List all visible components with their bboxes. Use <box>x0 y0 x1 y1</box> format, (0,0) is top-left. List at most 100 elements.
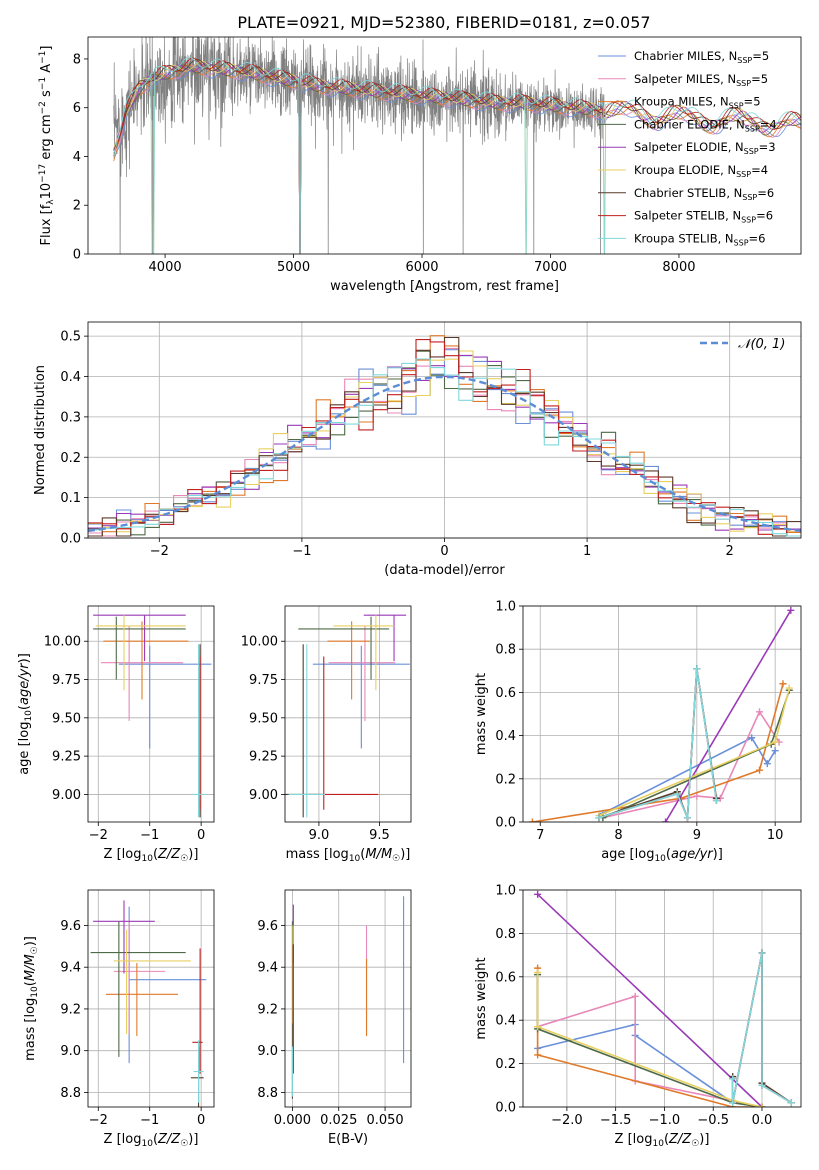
spectrum-y-tick-label: 8 <box>73 52 81 67</box>
mass-weight-line <box>536 968 762 1107</box>
weight_vs_age-y-axis-label: mass weight <box>474 673 489 755</box>
weight_vs_age-x-axis-label-part: age [log <box>601 847 654 862</box>
legend-nssp-label: , N <box>713 95 729 109</box>
mass_vs_Z-y-axis-label-part: ☉ <box>30 946 40 954</box>
residuals-y-tick-label: 0.0 <box>60 532 81 547</box>
legend-series-name: Salpeter MILES <box>634 72 720 86</box>
residuals-x-tick-label: −1 <box>292 544 311 559</box>
age_vs_Z-plot-area <box>93 614 212 818</box>
weight_vs_age-x-axis-label-part: 10 <box>654 854 666 864</box>
weight_vs_Z-y-tick-label: 0.2 <box>495 1057 516 1072</box>
age_vs_Z-x-axis-label-part: Z [log <box>104 847 142 862</box>
legend-nssp-sub: SSP <box>736 79 751 88</box>
legend-nssp-value: 5 <box>762 49 769 63</box>
legend-nssp-sub: SSP <box>736 170 751 179</box>
age_vs_mass-y-tick-label: 9.25 <box>249 750 278 765</box>
legend-nssp-label: , N <box>726 186 742 200</box>
legend-series-name: Kroupa MILES <box>634 95 713 109</box>
age_vs_mass-x-axis-label-part: ☉ <box>392 854 400 864</box>
legend-nssp-sub: SSP <box>737 56 752 65</box>
weight_vs_Z-x-axis-label-part: ( <box>664 1132 669 1147</box>
age_vs_Z-x-axis-label-part: )] <box>188 847 198 862</box>
legend-nssp-eq: = <box>757 186 767 200</box>
weight_vs_Z-y-tick-label: 1.0 <box>495 884 516 899</box>
legend-nssp-sub: SSP <box>742 193 757 202</box>
legend-nssp-value: 5 <box>753 95 760 109</box>
weight-vs-metallicity-panel: −2.0 −1.5 −1.0 −0.5 0.0 0.0 0.2 0.4 0.6 0.8 1.0 Z [… <box>474 884 802 1149</box>
weight_vs_Z-x-axis-label-part: 10 <box>652 1139 664 1149</box>
legend-nssp-label: , N <box>721 49 737 63</box>
mass-weight-marker <box>693 792 701 800</box>
weight_vs_Z-x-tick-label: −0.5 <box>697 1113 729 1128</box>
mass-weight-line <box>598 668 718 819</box>
residuals-y-tick-label: 0.2 <box>60 451 81 466</box>
legend-nssp-label: , N <box>718 231 734 245</box>
mass-weight-marker <box>771 747 779 755</box>
weight_vs_age-y-tick-label: 0.0 <box>495 816 516 831</box>
mass_vs_ebv-frame <box>284 889 412 1108</box>
legend-nssp-label: , N <box>720 72 736 86</box>
age_vs_mass-y-tick-label: 9.75 <box>249 673 278 688</box>
legend-series-name: Chabrier STELIB <box>634 186 726 200</box>
weight_vs_Z-x-tick-label: −1.0 <box>649 1113 681 1128</box>
mass-weight-line <box>602 736 776 815</box>
weight_vs_age-y-tick-label: 0.4 <box>495 729 516 744</box>
legend-nssp-eq: = <box>751 163 761 177</box>
mass-weight-line <box>598 668 718 819</box>
mass-weight-marker <box>662 818 670 822</box>
age_vs_mass-x-axis-label-part: ( <box>360 847 365 862</box>
mass_vs_Z-y-tick-label: 9.2 <box>60 1002 81 1017</box>
weight_vs_Z-y-tick-label: 0.8 <box>495 927 516 942</box>
residuals-x-tick-label: 0 <box>440 544 448 559</box>
age_vs_mass-x-tick-label: 9.0 <box>309 828 330 843</box>
observed-spectrum-line <box>113 37 605 254</box>
mass-vs-ebv-panel: 0.000 0.025 0.050 8.8 9.0 9.2 9.4 9.6 E(B-V) <box>257 889 412 1147</box>
weight_vs_Z-y-tick-label: 0.0 <box>495 1101 516 1116</box>
mass-weight-marker <box>534 968 542 976</box>
legend-nssp-value: 6 <box>767 186 774 200</box>
mass-weight-marker <box>534 890 542 898</box>
weight_vs_Z-y-tick-label: 0.4 <box>495 1014 516 1029</box>
age_vs_Z-x-axis-label-part: 10 <box>141 854 153 864</box>
weight_vs_Z-x-tick-label: 0.0 <box>752 1113 773 1128</box>
spectrum-y-axis-label-part: −1 <box>38 51 48 64</box>
weight_vs_age-x-tick-label: 8 <box>614 828 622 843</box>
spectrum-y-axis-label-part: 10 <box>39 183 54 200</box>
spectrum-y-axis-label-part: −2 <box>38 101 48 114</box>
legend-nssp-eq: = <box>749 231 759 245</box>
age_vs_mass-x-axis-label: mass [log10​(M/M☉​)] <box>286 847 411 864</box>
legend-nssp-label: , N <box>720 163 736 177</box>
age_vs_Z-y-tick-label: 9.00 <box>52 788 81 803</box>
mass-vs-metallicity-panel: −2 −1 0 8.8 9.0 9.2 9.4 9.6 Z [log10​(Z/Z☉​)] mas… <box>23 889 215 1149</box>
legend-nssp-value: 4 <box>761 163 768 177</box>
mass_vs_ebv-x-tick-label: 0.025 <box>320 1113 357 1128</box>
mass_vs_Z-x-tick-label: −2 <box>89 1113 108 1128</box>
legend-nssp-label: , N <box>728 140 744 154</box>
mass-weight-marker <box>693 665 701 673</box>
residuals-y-tick-label: 0.3 <box>60 410 81 425</box>
legend-entry-salpeter-elodie: Salpeter ELODIE, NSSP=3 <box>634 140 776 156</box>
mass-weight-line <box>664 609 792 822</box>
legend-entry-kroupa-stelib: Kroupa STELIB, NSSP=6 <box>634 231 766 247</box>
weight_vs_age-x-tick-label: 9 <box>693 828 701 843</box>
mass_vs_Z-y-axis-label-part: mass [log <box>23 998 38 1061</box>
mass_vs_Z-x-axis-label-part: 10 <box>141 1139 153 1149</box>
spectrum-x-tick-label: 5000 <box>277 260 310 275</box>
weight_vs_age-x-axis-label-part: )] <box>713 847 723 862</box>
mass_vs_Z-x-tick-label: −1 <box>140 1113 159 1128</box>
legend-nssp-sub: SSP <box>741 216 756 225</box>
mass-weight-line <box>536 972 763 1107</box>
model-spectrum-line <box>113 57 801 254</box>
age-vs-metallicity-panel: −2 −1 0 9.00 9.25 9.50 9.75 10.00 Z [log10​(Z/Z☉… <box>17 605 215 864</box>
mass_vs_ebv-y-tick-label: 9.2 <box>257 1002 278 1017</box>
age-vs-mass-panel: 9.0 9.5 9.00 9.25 9.50 9.75 10.00 mass [log10​(… <box>241 605 412 864</box>
mass-weight-line <box>537 995 763 1107</box>
mass_vs_Z-x-axis-label: Z [log10​(Z/Z☉​)] <box>104 1132 199 1149</box>
spectrum-y-tick-label: 4 <box>73 150 81 165</box>
legend-nssp-label: , N <box>729 117 745 131</box>
weight_vs_Z-x-axis-label-part: )] <box>699 1132 709 1147</box>
mass_vs_ebv-x-tick-label: 0.050 <box>366 1113 403 1128</box>
age_vs_Z-x-tick-label: −2 <box>89 828 108 843</box>
residual-histogram-step <box>88 350 801 537</box>
weight_vs_age-y-tick-label: 0.2 <box>495 772 516 787</box>
